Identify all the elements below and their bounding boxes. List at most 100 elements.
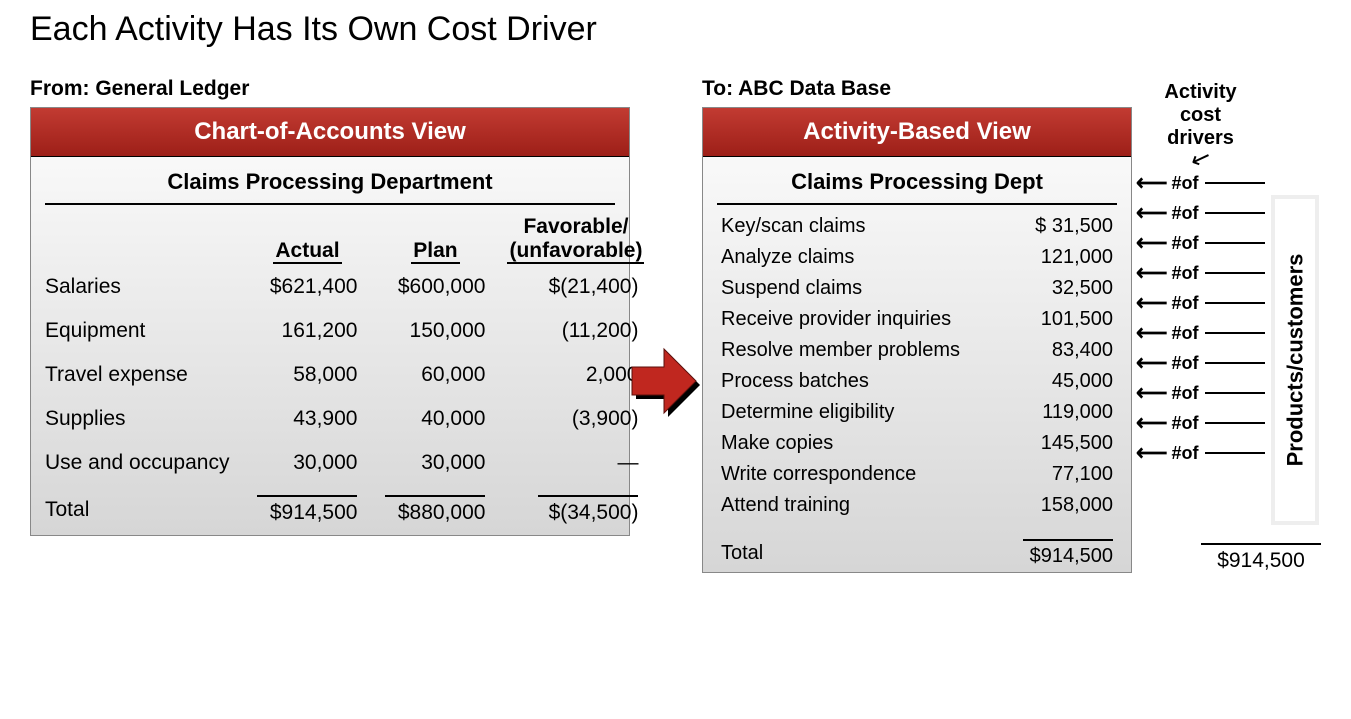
coa-row-plan: $600,000 xyxy=(371,265,499,309)
left-panel-wrap: From: General Ledger Chart-of-Accounts V… xyxy=(30,77,630,536)
drivers-title-l1: Activity xyxy=(1136,81,1265,104)
right-sub-rule xyxy=(717,203,1117,205)
abc-row: Analyze claims121,000 xyxy=(703,242,1131,273)
right-panel-subheader: Claims Processing Dept xyxy=(703,157,1131,203)
driver-connector xyxy=(1205,272,1265,274)
coa-table: Actual Plan Favorable/ (unfavorable) Sal… xyxy=(31,211,652,535)
left-panel-header: Chart-of-Accounts View xyxy=(31,108,629,157)
driver-row: ⟵#of xyxy=(1136,318,1265,348)
products-total: $914,500 xyxy=(1201,549,1321,573)
driver-row: ⟵#of xyxy=(1136,198,1265,228)
coa-row-actual: 30,000 xyxy=(243,441,371,485)
transform-arrow-icon xyxy=(630,343,702,428)
coa-row-plan: 60,000 xyxy=(371,353,499,397)
abc-table: Key/scan claims$ 31,500Analyze claims121… xyxy=(703,211,1131,572)
driver-connector xyxy=(1205,422,1265,424)
coa-total-actual: $914,500 xyxy=(243,485,371,535)
driver-row: ⟵#of xyxy=(1136,288,1265,318)
abc-row: Write correspondence77,100 xyxy=(703,459,1131,490)
coa-row: Travel expense58,00060,0002,000 xyxy=(31,353,652,397)
coa-row-plan: 40,000 xyxy=(371,397,499,441)
driver-tag: #of xyxy=(1172,263,1199,284)
coa-row: Salaries$621,400$600,000$(21,400) xyxy=(31,265,652,309)
driver-connector xyxy=(1205,212,1265,214)
coa-row-label: Travel expense xyxy=(31,353,243,397)
abc-row-label: Receive provider inquiries xyxy=(703,304,997,335)
coa-row-actual: $621,400 xyxy=(243,265,371,309)
drivers-column: Activity cost drivers ↙ ⟵#of⟵#of⟵#of⟵#of… xyxy=(1136,77,1265,468)
driver-connector xyxy=(1205,392,1265,394)
abc-row-value: 158,000 xyxy=(997,490,1132,521)
main-row: From: General Ledger Chart-of-Accounts V… xyxy=(30,77,1321,573)
coa-total-plan: $880,000 xyxy=(371,485,499,535)
coa-row-label: Use and occupancy xyxy=(31,441,243,485)
abc-row-value: 45,000 xyxy=(997,366,1132,397)
page-title: Each Activity Has Its Own Cost Driver xyxy=(30,10,1321,49)
abc-total-row: Total$914,500 xyxy=(703,521,1131,572)
right-panel: Activity-Based View Claims Processing De… xyxy=(702,107,1132,573)
abc-total-value: $914,500 xyxy=(997,521,1132,572)
coa-row: Equipment161,200150,000(11,200) xyxy=(31,309,652,353)
abc-row: Attend training158,000 xyxy=(703,490,1131,521)
abc-row-label: Process batches xyxy=(703,366,997,397)
abc-row: Make copies145,500 xyxy=(703,428,1131,459)
driver-list: ⟵#of⟵#of⟵#of⟵#of⟵#of⟵#of⟵#of⟵#of⟵#of⟵#of xyxy=(1136,168,1265,468)
driver-connector xyxy=(1205,242,1265,244)
coa-col-var-l1: Favorable/ xyxy=(507,215,644,239)
coa-row-label: Salaries xyxy=(31,265,243,309)
driver-row: ⟵#of xyxy=(1136,378,1265,408)
coa-row: Use and occupancy30,00030,000— xyxy=(31,441,652,485)
driver-connector xyxy=(1205,332,1265,334)
driver-tag: #of xyxy=(1172,383,1199,404)
driver-row: ⟵#of xyxy=(1136,258,1265,288)
drivers-title-l2: cost xyxy=(1136,104,1265,127)
abc-row-value: 77,100 xyxy=(997,459,1132,490)
driver-tag: #of xyxy=(1172,413,1199,434)
abc-row-label: Attend training xyxy=(703,490,997,521)
coa-row-actual: 58,000 xyxy=(243,353,371,397)
coa-total-label: Total xyxy=(31,485,243,535)
driver-tag: #of xyxy=(1172,443,1199,464)
abc-row: Resolve member problems83,400 xyxy=(703,335,1131,366)
coa-row-var: — xyxy=(499,441,652,485)
left-source-label: From: General Ledger xyxy=(30,77,630,101)
coa-row-actual: 161,200 xyxy=(243,309,371,353)
abc-row-value: 121,000 xyxy=(997,242,1132,273)
driver-row: ⟵#of xyxy=(1136,228,1265,258)
abc-row-value: 145,500 xyxy=(997,428,1132,459)
abc-row-value: 101,500 xyxy=(997,304,1132,335)
driver-row: ⟵#of xyxy=(1136,438,1265,468)
coa-row-plan: 150,000 xyxy=(371,309,499,353)
driver-tag: #of xyxy=(1172,323,1199,344)
right-source-label: To: ABC Data Base xyxy=(702,77,1132,101)
coa-col-actual: Actual xyxy=(243,211,371,265)
coa-row-label: Equipment xyxy=(31,309,243,353)
driver-tag: #of xyxy=(1172,173,1199,194)
coa-row-plan: 30,000 xyxy=(371,441,499,485)
abc-row-value: 83,400 xyxy=(997,335,1132,366)
abc-row-label: Suspend claims xyxy=(703,273,997,304)
abc-total-label: Total xyxy=(703,521,997,572)
driver-row: ⟵#of xyxy=(1136,348,1265,378)
coa-col-var: Favorable/ (unfavorable) xyxy=(499,211,652,265)
driver-connector xyxy=(1205,302,1265,304)
driver-tag: #of xyxy=(1172,233,1199,254)
abc-row-label: Determine eligibility xyxy=(703,397,997,428)
driver-connector xyxy=(1205,452,1265,454)
driver-row: ⟵#of xyxy=(1136,408,1265,438)
coa-row-actual: 43,900 xyxy=(243,397,371,441)
coa-col-plan: Plan xyxy=(371,211,499,265)
products-column: Products/customers $914,500 xyxy=(1271,77,1321,573)
abc-row: Determine eligibility119,000 xyxy=(703,397,1131,428)
abc-row-label: Write correspondence xyxy=(703,459,997,490)
coa-total-row: Total$914,500$880,000$(34,500) xyxy=(31,485,652,535)
driver-connector xyxy=(1205,362,1265,364)
abc-row-label: Key/scan claims xyxy=(703,211,997,242)
abc-row-label: Analyze claims xyxy=(703,242,997,273)
coa-row: Supplies43,90040,000(3,900) xyxy=(31,397,652,441)
products-box: Products/customers xyxy=(1271,195,1319,525)
abc-row: Receive provider inquiries101,500 xyxy=(703,304,1131,335)
driver-tag: #of xyxy=(1172,203,1199,224)
abc-row-value: $ 31,500 xyxy=(997,211,1132,242)
abc-row-value: 32,500 xyxy=(997,273,1132,304)
